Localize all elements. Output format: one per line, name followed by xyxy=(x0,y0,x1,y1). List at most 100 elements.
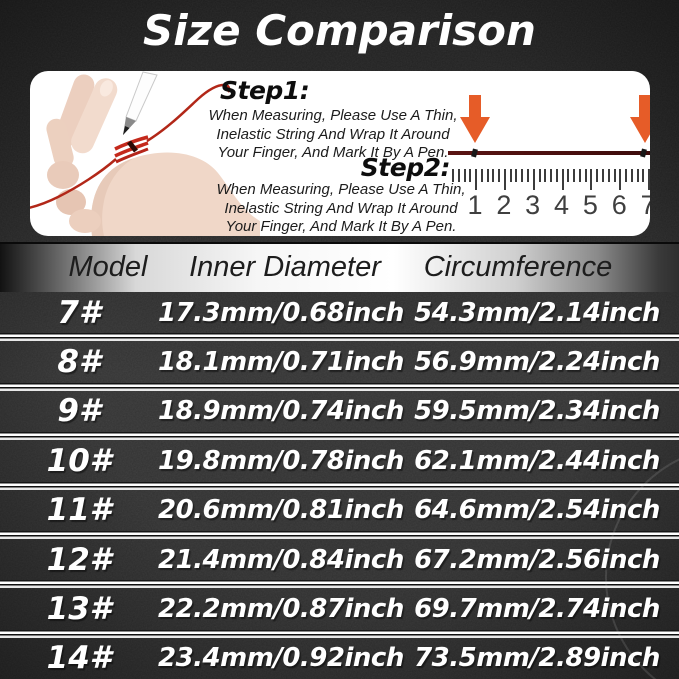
ruler-tick xyxy=(630,169,633,182)
measuring-guide-panel: Step1: When Measuring, Please Use A Thin… xyxy=(30,71,650,236)
table-row: 13# 22.2mm/0.87inch 69.7mm/2.74inch xyxy=(0,588,679,629)
ruler-tick xyxy=(521,169,524,182)
model-cell: 14# xyxy=(46,640,112,677)
table-row: 11# 20.6mm/0.81inch 64.6mm/2.54inch xyxy=(0,490,679,531)
instruction-line: Inelastic String And Wrap It Around xyxy=(224,199,458,217)
inner-diameter-cell: 17.3mm/0.68inch xyxy=(158,297,404,328)
ruler-tick xyxy=(642,169,645,182)
circumference-cell: 56.9mm/2.24inch xyxy=(414,347,660,378)
ruler-number: 1 xyxy=(467,190,483,220)
ruler-tick xyxy=(503,169,506,190)
model-cell: 9# xyxy=(57,393,101,430)
row-separator xyxy=(0,580,679,589)
ruler-number: 2 xyxy=(496,190,512,220)
row-separator xyxy=(0,629,679,638)
ruler-tick xyxy=(469,169,472,182)
ruler-tick xyxy=(509,169,512,182)
row-separator xyxy=(0,333,679,342)
ruler-tick xyxy=(636,169,639,182)
model-cell: 11# xyxy=(46,492,112,529)
ruler-tick xyxy=(590,169,593,190)
step1-heading: Step1: xyxy=(220,76,310,105)
size-table-rows: 7# 17.3mm/0.68inch 54.3mm/2.14inch 8# 18.1mm… xyxy=(0,292,679,679)
ruler-tick xyxy=(648,169,650,190)
ruler-tick xyxy=(492,169,495,182)
inner-diameter-cell: 19.8mm/0.78inch xyxy=(158,445,404,476)
instruction-line: Inelastic String And Wrap It Around xyxy=(216,125,450,143)
down-arrow-icon xyxy=(460,95,490,143)
instruction-line: Your Finger, And Mark It By A Pen. xyxy=(225,218,457,235)
step2-heading: Step2: xyxy=(360,153,451,182)
circumference-cell: 73.5mm/2.89inch xyxy=(414,643,660,674)
instruction-line: When Measuring, Please Use A Thin, xyxy=(208,107,458,124)
ruler-tick xyxy=(480,169,483,182)
ruler-number: 4 xyxy=(554,190,570,220)
table-row: 12# 21.4mm/0.84inch 67.2mm/2.56inch xyxy=(0,539,679,580)
ruler-tick xyxy=(613,169,616,182)
ruler-tick xyxy=(532,169,535,190)
step2-instructions: When Measuring, Please Use A Thin, Inelas… xyxy=(208,181,474,236)
ruler-tick xyxy=(457,169,460,182)
ruler-tick xyxy=(578,169,581,182)
ruler-tick xyxy=(550,169,553,182)
model-cell: 7# xyxy=(57,294,101,331)
model-cell: 8# xyxy=(57,344,101,381)
ruler-tick xyxy=(567,169,570,182)
pen-mark xyxy=(640,148,647,158)
hand-string-pen-illustration xyxy=(30,71,260,236)
ruler-tick xyxy=(607,169,610,182)
ruler-tick xyxy=(573,169,576,182)
ruler-tick xyxy=(527,169,529,182)
ruler-number: 6 xyxy=(611,190,627,220)
table-row: 7# 17.3mm/0.68inch 54.3mm/2.14inch xyxy=(0,292,679,333)
row-separator xyxy=(0,481,679,490)
down-arrow-icon xyxy=(630,95,650,143)
ruler-tick xyxy=(561,169,564,190)
inner-diameter-cell: 18.1mm/0.71inch xyxy=(158,347,404,378)
ruler-number: 3 xyxy=(525,190,541,220)
instruction-line: Your Finger, And Mark It By A Pen. xyxy=(217,144,449,161)
ruler-tick xyxy=(486,169,489,182)
circumference-cell: 62.1mm/2.44inch xyxy=(414,445,660,476)
row-separator xyxy=(0,382,679,391)
measuring-string-line xyxy=(448,151,650,155)
ruler-tick xyxy=(538,169,541,182)
step1-instructions: When Measuring, Please Use A Thin, Inelas… xyxy=(200,107,466,163)
ruler-number: 7 xyxy=(640,190,650,220)
ruler-ticks xyxy=(30,169,650,193)
ruler-tick xyxy=(544,169,547,182)
ruler-tick xyxy=(475,169,478,190)
inner-diameter-cell: 20.6mm/0.81inch xyxy=(158,495,404,526)
page-title: Size Comparison xyxy=(143,6,536,55)
table-row: 10# 19.8mm/0.78inch 62.1mm/2.44inch xyxy=(0,440,679,481)
inner-diameter-cell: 22.2mm/0.87inch xyxy=(158,593,404,624)
row-separator xyxy=(0,530,679,539)
ruler-tick xyxy=(452,169,454,182)
ruler-tick xyxy=(498,169,501,182)
column-header-circumference: Circumference xyxy=(423,251,613,283)
table-row: 9# 18.9mm/0.74inch 59.5mm/2.34inch xyxy=(0,391,679,432)
ruler-tick xyxy=(619,169,622,190)
ruler-tick xyxy=(584,169,587,182)
inner-diameter-cell: 23.4mm/0.92inch xyxy=(158,643,404,674)
circumference-cell: 54.3mm/2.14inch xyxy=(414,297,660,328)
ruler-tick xyxy=(515,169,518,182)
ruler-tick xyxy=(625,169,628,182)
ruler-tick xyxy=(555,169,558,182)
circumference-cell: 59.5mm/2.34inch xyxy=(414,396,660,427)
inner-diameter-cell: 21.4mm/0.84inch xyxy=(158,544,404,575)
model-cell: 10# xyxy=(46,442,112,479)
ruler-tick xyxy=(463,169,466,182)
model-cell: 13# xyxy=(46,590,112,627)
table-header-bar: Model Inner Diameter Circumference xyxy=(0,242,679,292)
table-row: 8# 18.1mm/0.71inch 56.9mm/2.24inch xyxy=(0,341,679,382)
ruler-tick xyxy=(596,169,599,182)
ruler-number: 5 xyxy=(582,190,598,220)
ruler-tick xyxy=(602,169,605,182)
column-header-inner-diameter: Inner Diameter xyxy=(189,251,381,283)
pen-mark xyxy=(471,148,478,158)
row-separator xyxy=(0,432,679,441)
column-header-model: Model xyxy=(68,251,148,283)
